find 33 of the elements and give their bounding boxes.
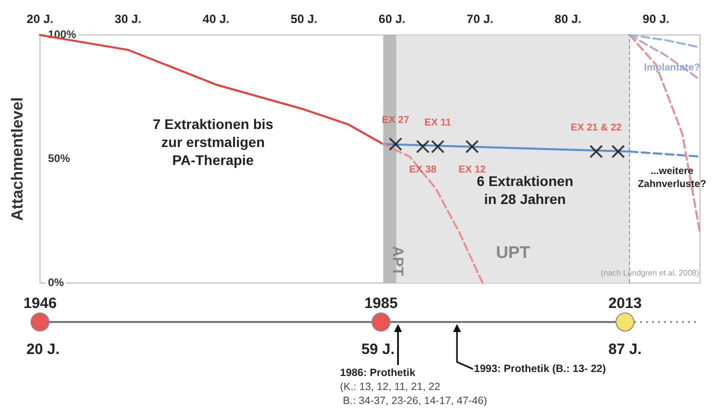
band-label: UPT	[496, 243, 531, 262]
point	[389, 138, 402, 151]
data-label: EX 38	[409, 164, 437, 176]
x-tick-label: 30 J.	[114, 12, 142, 26]
x-tick-label: 40 J.	[202, 12, 230, 26]
text: 2013	[607, 294, 643, 314]
x-tick-label: 80 J.	[554, 12, 582, 26]
point	[612, 145, 625, 158]
text: 1946	[22, 294, 58, 314]
x-tick-label: 20 J.	[26, 12, 54, 26]
y-tick-label: 50%	[48, 153, 70, 165]
point	[590, 145, 603, 158]
annotation: 7 Extraktionen bis zur erstmaligen PA-Therapie	[152, 116, 274, 168]
point	[431, 140, 444, 154]
text: 1993: Prothetik (B.: 13- 22)	[474, 362, 606, 376]
y-axis-title: Attachmentlevel	[10, 97, 26, 221]
y-tick-label: 0%	[48, 277, 64, 289]
annotation: ...weitere Zahnverluste?	[638, 166, 706, 190]
x-tick-label: 60 J.	[378, 12, 406, 26]
text: 59 J.	[360, 340, 396, 360]
text: 87 J.	[607, 340, 643, 360]
text: 1985	[363, 294, 399, 314]
point	[466, 140, 479, 154]
band-label: APT	[388, 246, 406, 276]
x-tick-label: 70 J.	[466, 12, 494, 26]
x-tick-label: 90 J.	[642, 12, 670, 26]
data-label: EX 21 & 22	[570, 122, 622, 134]
x-tick-label: 50 J.	[290, 12, 318, 26]
annotation: (nach Lundgren et al. 2008)	[600, 268, 700, 278]
point	[416, 140, 430, 154]
text: 20 J.	[25, 340, 61, 360]
data-label: EX 11	[424, 118, 452, 129]
line-series	[382, 143, 484, 284]
